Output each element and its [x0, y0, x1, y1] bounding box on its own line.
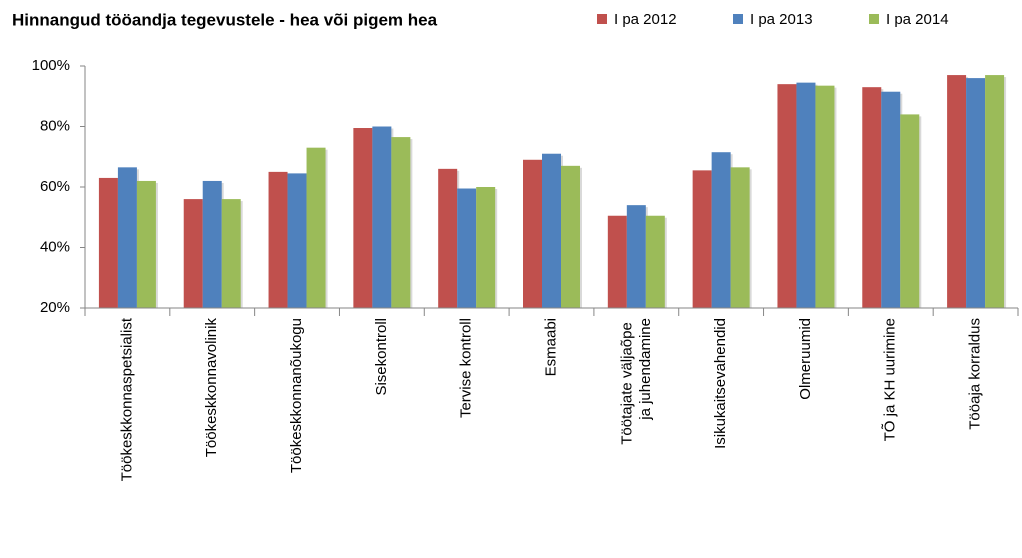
legend-label: I pa 2014 — [886, 11, 949, 28]
bar — [117, 167, 137, 308]
bar — [268, 171, 288, 308]
y-tick-label: 100% — [32, 57, 70, 74]
bar — [966, 78, 986, 308]
bar — [947, 75, 967, 308]
bar — [372, 126, 392, 308]
bar — [626, 205, 646, 308]
bar — [796, 82, 816, 308]
y-tick-label: 20% — [40, 299, 70, 316]
x-tick-label: Töökeskkonnaspetsialist — [118, 317, 135, 481]
bar — [438, 168, 458, 308]
x-tick-label: Tervise kontroll — [458, 318, 475, 418]
bar — [711, 152, 731, 308]
bar — [457, 188, 477, 308]
bar — [136, 180, 156, 308]
bar — [287, 173, 307, 308]
bar — [476, 187, 496, 308]
legend-swatch — [597, 14, 607, 24]
y-tick-label: 60% — [40, 178, 70, 195]
y-tick-label: 80% — [40, 117, 70, 134]
bar — [985, 75, 1005, 308]
bar — [202, 180, 222, 308]
x-tick-label: Töötajate väljaõpe ja juhendamine — [618, 318, 654, 445]
x-tick-label: Töökeskkonnanõukogu — [288, 318, 305, 473]
x-tick-label: Sisekontroll — [373, 318, 390, 396]
bar — [542, 153, 561, 308]
bar — [777, 84, 797, 309]
x-tick-label: Esmaabi — [542, 318, 559, 376]
legend-label: I pa 2013 — [750, 11, 813, 28]
bar — [561, 165, 580, 308]
bar — [815, 85, 835, 308]
bar — [645, 215, 665, 308]
bar — [221, 199, 241, 308]
legend-swatch — [733, 14, 743, 24]
x-tick-label: Olmeruumid — [797, 318, 814, 400]
bar — [900, 114, 920, 309]
bar — [306, 147, 326, 308]
bar — [607, 215, 627, 308]
bar — [862, 87, 882, 308]
x-tick-label: Isikukaitsevahendid — [712, 318, 729, 449]
bar — [98, 177, 118, 308]
legend-label: I pa 2012 — [614, 11, 677, 28]
chart-title: Hinnangud tööandja tegevustele - hea või… — [12, 10, 438, 29]
x-tick-label: Tööaja korraldus — [967, 318, 984, 430]
bar — [353, 128, 373, 308]
x-tick-label: Töökeskkonnavolinik — [203, 318, 220, 458]
bar — [881, 91, 901, 309]
bar — [391, 137, 411, 308]
legend-swatch — [869, 14, 879, 24]
bar — [692, 170, 712, 308]
y-tick-label: 40% — [40, 238, 70, 255]
x-tick-label: TÕ ja KH uurimine — [882, 318, 899, 441]
bar — [523, 159, 542, 308]
bar — [183, 199, 203, 308]
bar — [730, 167, 750, 308]
